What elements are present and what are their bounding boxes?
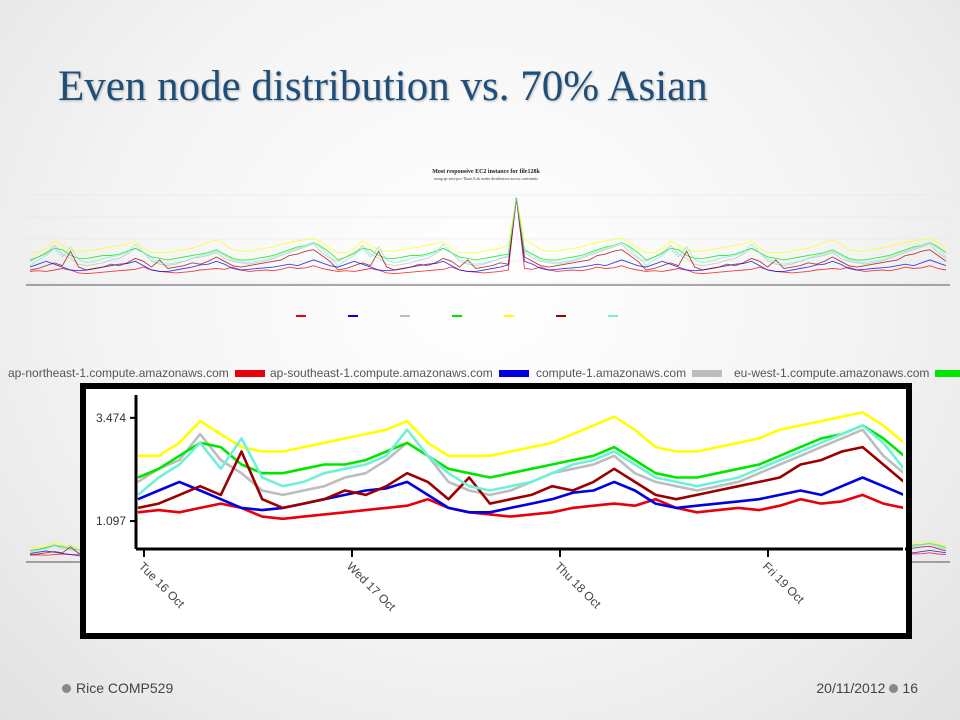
x-tick-label: Tue 16 Oct: [136, 559, 188, 611]
series-line: [137, 445, 905, 510]
small-legend-swatch: [400, 315, 410, 317]
footer-date: 20/11/2012: [816, 680, 886, 696]
legend-item: ap-northeast-1.compute.amazonaws.com: [8, 366, 265, 380]
small-chart-lines: [29, 197, 947, 275]
legend-label: compute-1.amazonaws.com: [536, 366, 687, 380]
footer-course: Rice COMP529: [76, 680, 174, 696]
legend-swatch: [935, 370, 960, 378]
small-legend-swatch: [608, 315, 618, 317]
y-tick-label: 3.474: [96, 411, 126, 425]
small-series-line: [29, 197, 947, 267]
legend-item: ap-southeast-1.compute.amazonaws.com: [270, 366, 529, 380]
legend-item: eu-west-1.compute.amazonaws.com: [734, 366, 960, 380]
small-chart-grid: [26, 194, 950, 284]
small-series-line: [29, 197, 947, 275]
legend-label: ap-northeast-1.compute.amazonaws.com: [8, 366, 229, 380]
legend-swatch: [234, 370, 265, 378]
small-series-line: [29, 197, 947, 272]
zoomed-chart-panel: 3.474 1.097 Tue 16 Oct Wed 17 Oct Thu 18 Oc…: [84, 387, 908, 635]
small-series-line: [29, 197, 947, 271]
footer-right: 20/11/2012 16: [816, 680, 918, 696]
series-line: [137, 424, 906, 496]
zoomed-series-lines: [137, 411, 906, 521]
chart-legend: ap-northeast-1.compute.amazonaws.com ap-…: [8, 366, 960, 382]
bullet-dot-icon: [889, 683, 899, 693]
zoomed-line-chart: 3.474 1.097 Tue 16 Oct Wed 17 Oct Thu 18 Oc…: [96, 395, 906, 614]
legend-swatch: [692, 370, 723, 378]
small-legend-swatch: [504, 315, 514, 317]
small-chart-subtitle: using ap-east-pcs-Tkaet.0.ak nodes distr…: [434, 176, 539, 181]
legend-item: compute-1.amazonaws.com: [536, 366, 723, 380]
small-chart-title: Most responsive EC2 instance for file128…: [432, 169, 540, 175]
legend-label: eu-west-1.compute.amazonaws.com: [734, 366, 930, 380]
legend-swatch: [498, 370, 529, 378]
x-axis-ticks: Tue 16 Oct Wed 17 Oct Thu 18 Oct Fri 19 Oct: [136, 549, 808, 614]
small-legend-swatch: [348, 315, 358, 317]
small-legend-swatch: [296, 315, 306, 317]
series-line: [137, 428, 905, 497]
x-tick-label: Thu 18 Oct: [552, 559, 604, 611]
small-chart-legend: [296, 315, 618, 317]
y-tick-label: 1.097: [96, 514, 126, 528]
small-legend-swatch: [556, 315, 566, 317]
small-legend-swatch: [452, 315, 462, 317]
series-line: [137, 493, 905, 521]
series-line: [138, 411, 905, 458]
slide-title: Even node distribution vs. 70% Asian: [58, 63, 708, 110]
footer-left: Rice COMP529: [62, 680, 173, 696]
x-tick-label: Wed 17 Oct: [344, 559, 399, 614]
x-tick-label: Fri 19 Oct: [760, 559, 808, 607]
small-series-line: [30, 197, 947, 254]
page-number: 16: [902, 680, 918, 696]
small-overview-chart: Most responsive EC2 instance for file128…: [26, 169, 950, 317]
bullet-dot-icon: [62, 683, 71, 693]
small-series-line: [29, 197, 947, 261]
y-axis-ticks: 3.474 1.097: [96, 411, 136, 528]
series-line: [137, 424, 905, 479]
series-line: [137, 476, 905, 514]
zoomed-chart-frame: 3.474 1.097 Tue 16 Oct Wed 17 Oct Thu 18 Oc…: [80, 383, 912, 639]
legend-label: ap-southeast-1.compute.amazonaws.com: [270, 366, 493, 380]
